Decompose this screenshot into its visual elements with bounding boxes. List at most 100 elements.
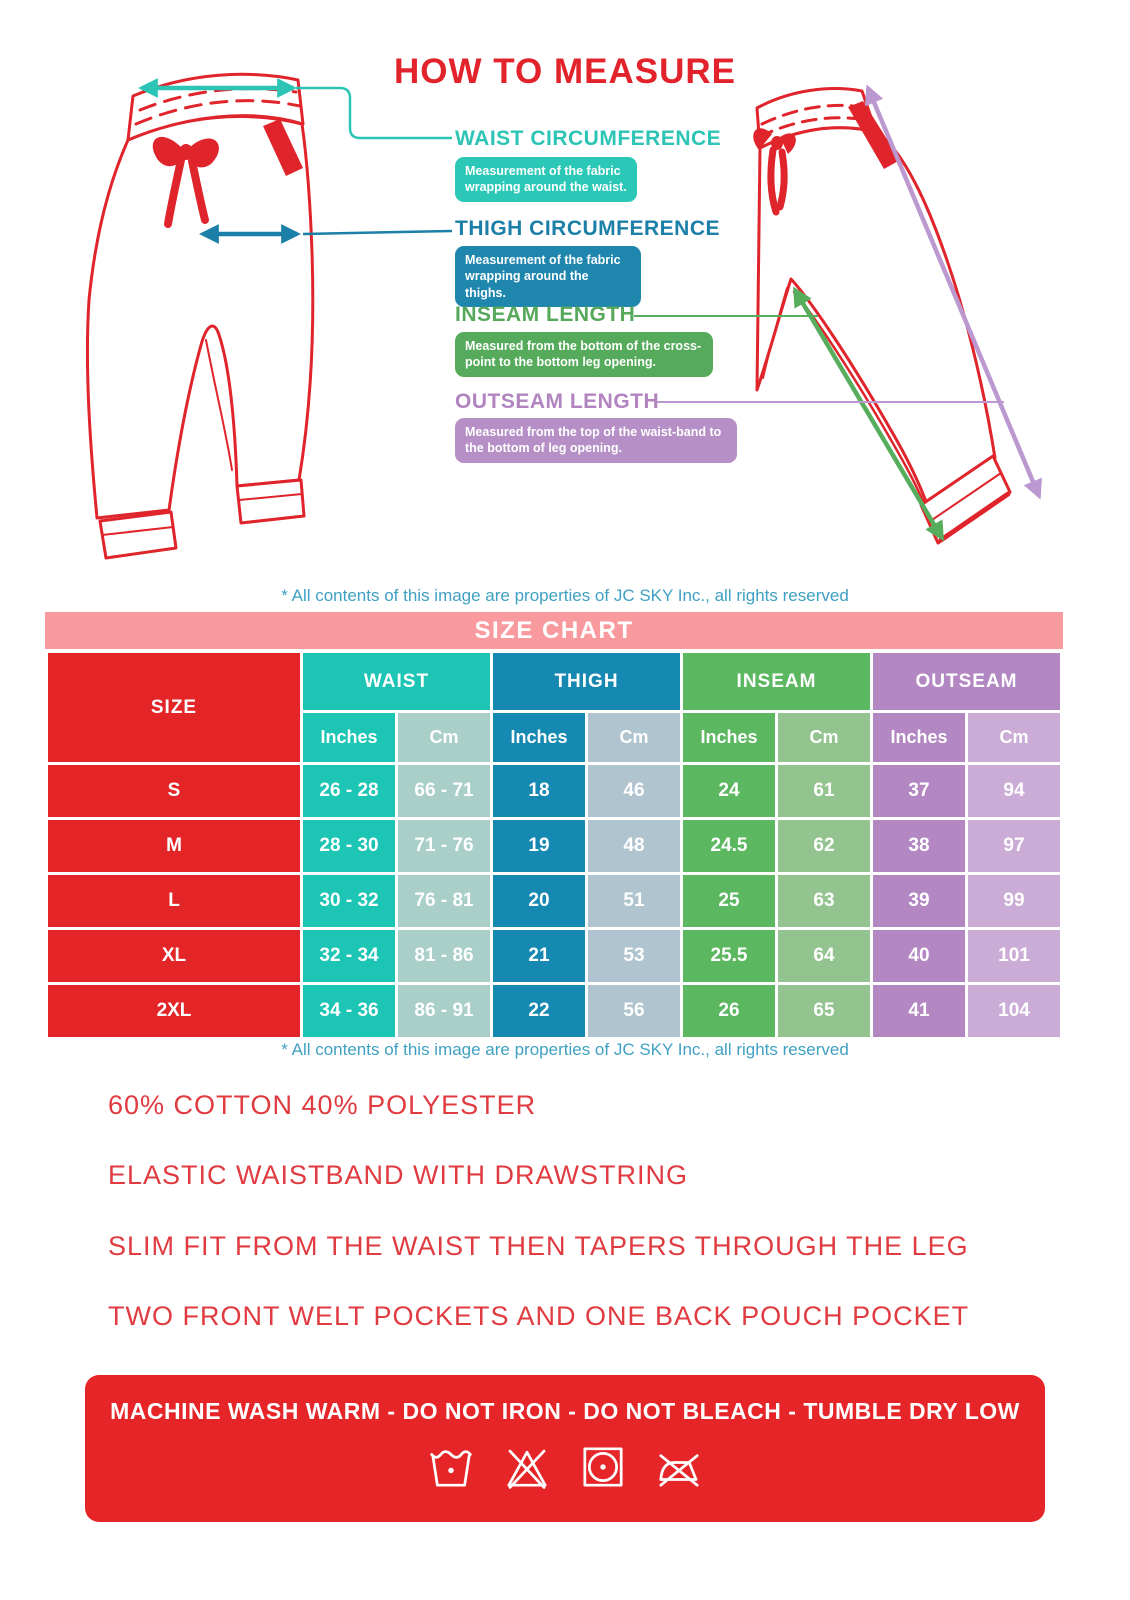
thigh-heading: THIGH CIRCUMFERENCE [455,217,720,240]
table-row: M 28 - 30 71 - 76 19 48 24.5 62 38 97 [48,820,1060,872]
side-drawstring-bow [753,128,796,154]
outseam-group-header: OUTSEAM [873,653,1060,710]
waist-group-header: WAIST [303,653,490,710]
outseam-cm: 104 [968,985,1060,1037]
thigh-cm: 53 [588,930,680,982]
waist-connector-line [296,86,452,140]
waist-inches: 28 - 30 [303,820,395,872]
inseam-inches: 24.5 [683,820,775,872]
inseam-inches: 26 [683,985,775,1037]
inseam-inches: 24 [683,765,775,817]
copyright-notice-bottom: * All contents of this image are propert… [281,1040,849,1059]
outseam-inches: 38 [873,820,965,872]
feature-fabric: 60% COTTON 40% POLYESTER [108,1090,537,1120]
inseam-cm-header: Cm [778,713,870,762]
inseam-heading: INSEAM LENGTH [455,303,636,326]
tumble-dry-low-icon [583,1447,623,1487]
size-label: 2XL [48,985,300,1037]
inseam-cm: 63 [778,875,870,927]
front-pants-crotch-seam [205,339,233,471]
outseam-description-badge: Measured from the top of the waist-band … [455,418,737,463]
inseam-cm: 64 [778,930,870,982]
inseam-group-header: INSEAM [683,653,870,710]
waist-cm: 71 - 76 [398,820,490,872]
feature-fit: SLIM FIT FROM THE WAIST THEN TAPERS THRO… [108,1231,969,1261]
table-row: 2XL 34 - 36 86 - 91 22 56 26 65 41 104 [48,985,1060,1037]
inseam-description-badge: Measured from the bottom of the cross-po… [455,332,713,377]
front-pants-body [85,115,315,520]
size-label: S [48,765,300,817]
waist-cm: 76 - 81 [398,875,490,927]
thigh-connector-line [302,229,453,236]
side-pants-body [755,126,997,509]
thigh-inches: 20 [493,875,585,927]
thigh-description-badge: Measurement of the fabric wrapping aroun… [455,246,641,307]
feature-pockets: TWO FRONT WELT POCKETS AND ONE BACK POUC… [108,1301,970,1331]
front-pants-illustration [85,72,315,560]
outseam-cm: 97 [968,820,1060,872]
waist-description-badge: Measurement of the fabric wrapping aroun… [455,157,637,202]
measurement-diagram [85,72,1043,560]
waist-inches-header: Inches [303,713,395,762]
thigh-cm: 56 [588,985,680,1037]
inseam-inches: 25 [683,875,775,927]
thigh-cm: 46 [588,765,680,817]
page-title: HOW TO MEASURE [394,52,736,91]
thigh-inches-header: Inches [493,713,585,762]
inseam-cm: 65 [778,985,870,1037]
thigh-inches: 21 [493,930,585,982]
outseam-inches: 37 [873,765,965,817]
outseam-heading: OUTSEAM LENGTH [455,390,660,413]
front-right-cuff [235,478,306,525]
table-row: L 30 - 32 76 - 81 20 51 25 63 39 99 [48,875,1060,927]
waist-inches: 34 - 36 [303,985,395,1037]
outseam-inches-header: Inches [873,713,965,762]
care-instructions-banner [85,1375,1045,1522]
waist-cm: 66 - 71 [398,765,490,817]
feature-waistband: ELASTIC WAISTBAND WITH DRAWSTRING [108,1160,689,1190]
inseam-cm: 61 [778,765,870,817]
machine-wash-warm-icon [430,1450,472,1487]
thigh-group-header: THIGH [493,653,680,710]
care-instructions-text: MACHINE WASH WARM - DO NOT IRON - DO NOT… [110,1398,1020,1424]
front-left-cuff [98,510,178,560]
size-chart-table: SIZE WAIST THIGH INSEAM OUTSEAM Inches C… [45,650,1063,1040]
outseam-cm: 94 [968,765,1060,817]
care-icons-row [85,1442,1045,1492]
copyright-notice-top: * All contents of this image are propert… [281,586,849,605]
waist-inches: 30 - 32 [303,875,395,927]
outseam-inches: 40 [873,930,965,982]
thigh-inches: 22 [493,985,585,1037]
size-label: XL [48,930,300,982]
thigh-cm: 51 [588,875,680,927]
thigh-inches: 18 [493,765,585,817]
size-column-header: SIZE [48,653,300,762]
inseam-inches: 25.5 [683,930,775,982]
outseam-cm: 101 [968,930,1060,982]
waist-cm-header: Cm [398,713,490,762]
do-not-iron-icon [659,1454,699,1487]
drawstring-bow [152,136,219,168]
thigh-inches: 19 [493,820,585,872]
front-welt-pocket [263,119,303,176]
waist-inches: 26 - 28 [303,765,395,817]
table-row: S 26 - 28 66 - 71 18 46 24 61 37 94 [48,765,1060,817]
size-label: M [48,820,300,872]
size-label: L [48,875,300,927]
outseam-inches: 41 [873,985,965,1037]
thigh-cm: 48 [588,820,680,872]
waist-cm: 81 - 86 [398,930,490,982]
outseam-cm: 99 [968,875,1060,927]
outseam-cm-header: Cm [968,713,1060,762]
waist-inches: 32 - 34 [303,930,395,982]
waist-cm: 86 - 91 [398,985,490,1037]
inseam-inches-header: Inches [683,713,775,762]
waist-heading: WAIST CIRCUMFERENCE [455,127,722,150]
inseam-cm: 62 [778,820,870,872]
size-chart-banner: SIZE CHART [45,612,1063,649]
table-row: XL 32 - 34 81 - 86 21 53 25.5 64 40 101 [48,930,1060,982]
outseam-arrow [864,84,1043,500]
do-not-bleach-icon [507,1449,547,1489]
thigh-cm-header: Cm [588,713,680,762]
